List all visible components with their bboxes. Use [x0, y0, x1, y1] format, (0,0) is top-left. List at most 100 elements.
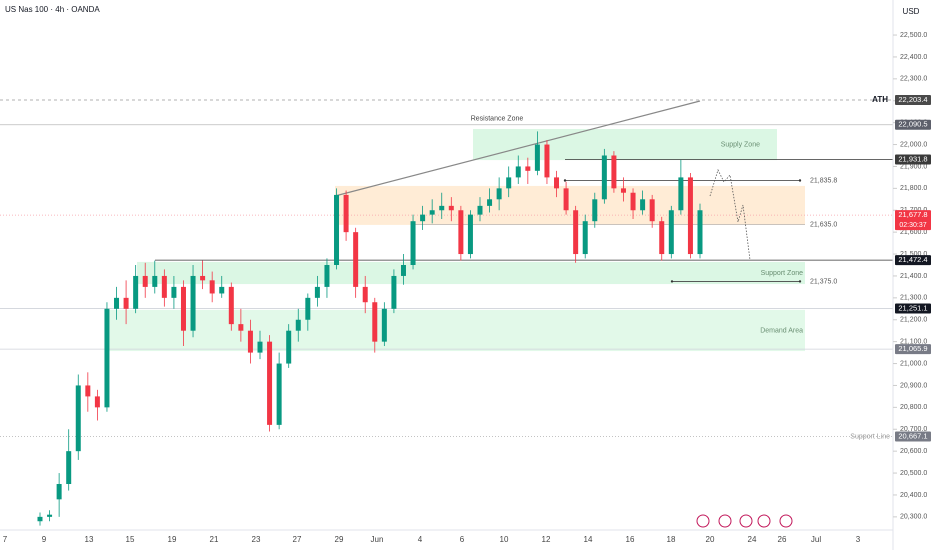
price-label: 21,065.9 [898, 344, 927, 353]
candle-body [420, 214, 426, 222]
candle-body [180, 286, 186, 331]
candle-body [47, 514, 53, 517]
x-tick-label: 6 [460, 535, 465, 544]
chart-title: US Nas 100 · 4h · OANDA [5, 5, 100, 14]
candle-body [219, 286, 225, 294]
candle-body [114, 297, 120, 309]
y-tick-label: 20,300.0 [900, 514, 927, 521]
y-tick-label: 20,500.0 [900, 470, 927, 477]
candle-body [286, 330, 292, 364]
candle-body [640, 199, 646, 211]
y-tick-label: 22,300.0 [900, 76, 927, 83]
zone [335, 185, 805, 225]
x-tick-label: 18 [667, 535, 676, 544]
y-tick-label: 21,500.0 [900, 251, 927, 258]
level-label: 21,635.0 [810, 221, 837, 228]
zone-label: Supply Zone [721, 141, 760, 148]
x-tick-label: 12 [542, 535, 551, 544]
price-label-box [895, 210, 931, 231]
y-tick-label: 20,700.0 [900, 426, 927, 433]
projection-path [709, 168, 751, 261]
price-label: 22,203.4 [898, 95, 927, 104]
candle-body [611, 155, 617, 189]
price-label-box [895, 94, 931, 105]
candle-body [305, 297, 311, 320]
event-flag [757, 514, 771, 528]
x-tick-label: 29 [335, 535, 344, 544]
zone-label: Support Zone [761, 270, 804, 277]
candle-body [85, 385, 91, 397]
price-label: 21,251.1 [898, 304, 927, 313]
x-tick-label: 9 [42, 535, 47, 544]
zone [107, 309, 805, 352]
candle-body [573, 210, 579, 255]
countdown: 02:30:37 [899, 222, 926, 229]
x-tick-label: 3 [856, 535, 861, 544]
candle-body [200, 275, 206, 281]
candle-body [37, 516, 43, 522]
y-tick-label: 21,000.0 [900, 360, 927, 367]
x-tick-label: Jul [811, 535, 821, 544]
level-dot [563, 179, 567, 182]
candle-body [94, 396, 100, 408]
candle-body [439, 205, 445, 211]
y-tick-label: 21,200.0 [900, 317, 927, 324]
candle-body [563, 188, 569, 211]
x-tick-label: 16 [626, 535, 635, 544]
candle-body [400, 265, 406, 276]
y-tick-label: 21,900.0 [900, 163, 927, 170]
candle-body [362, 286, 368, 303]
candle-body [487, 199, 493, 206]
y-tick-label: 20,600.0 [900, 448, 927, 455]
x-tick-label: 24 [748, 535, 757, 544]
candle-body [429, 210, 435, 215]
candle-body [295, 319, 301, 331]
x-tick-label: 19 [168, 535, 177, 544]
y-tick-label: 20,400.0 [900, 492, 927, 499]
candle-body [649, 199, 655, 222]
candle-body [477, 205, 483, 215]
candle-body [314, 286, 320, 298]
candle-body [582, 221, 588, 255]
candle-body [123, 297, 129, 309]
candle-body [56, 484, 62, 500]
trend-line [334, 100, 701, 197]
price-label-box [895, 303, 931, 314]
candle-body [353, 232, 359, 287]
candle-body [668, 210, 674, 255]
candle-body [554, 177, 560, 189]
candle-body [544, 144, 550, 178]
currency: USD [903, 7, 920, 16]
candle-body [209, 280, 215, 294]
x-tick-label: 27 [293, 535, 302, 544]
price-label: 21,472.4 [898, 255, 927, 264]
candle-body [659, 221, 665, 255]
level-label: 21,375.0 [810, 278, 837, 285]
y-tick-label: 22,500.0 [900, 32, 927, 39]
event-flags [696, 514, 793, 528]
candle-body [687, 177, 693, 255]
candle-body [515, 166, 521, 178]
y-tick-label: 20,900.0 [900, 382, 927, 389]
price-label: 22,090.5 [898, 120, 927, 129]
y-tick-label: 22,400.0 [900, 54, 927, 61]
plot: Supply Zone Support Zone Demand Area 21,835… [0, 99, 893, 526]
candle-body [161, 275, 167, 298]
candle-body [697, 210, 703, 255]
price-axis [893, 0, 932, 550]
candle-body [496, 188, 502, 200]
candle-body [257, 341, 263, 353]
price-label-box [895, 119, 931, 130]
annotation: ATH [872, 95, 888, 104]
x-tick-label: 20 [706, 535, 715, 544]
price-label: 21,677.8 [898, 210, 927, 219]
level-dot [798, 280, 802, 283]
x-tick-label: 4 [418, 535, 423, 544]
event-flag [739, 514, 753, 528]
event-flag [779, 514, 793, 528]
y-tick-label: 21,100.0 [900, 338, 927, 345]
y-tick-label: 21,300.0 [900, 295, 927, 302]
candle-body [458, 210, 464, 255]
price-label-box [895, 344, 931, 355]
